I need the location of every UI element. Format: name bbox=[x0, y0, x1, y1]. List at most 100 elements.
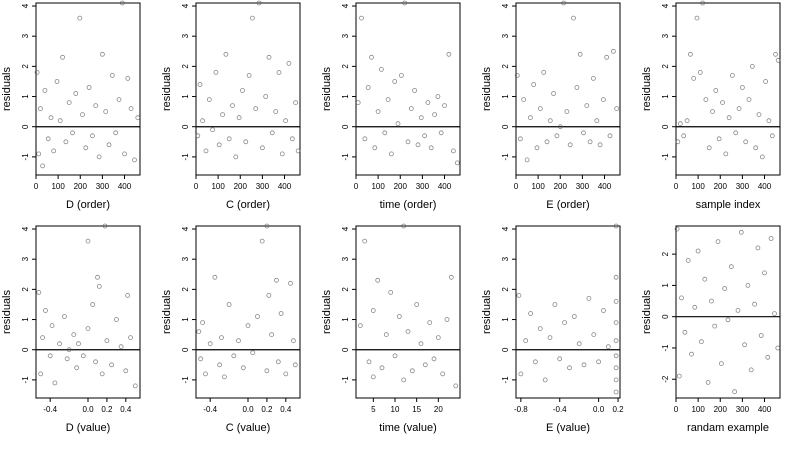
scatter-panel-6: -0.4 0.0 0.2 0.4 -1 0 1 2 3 4 D (value) residuals bbox=[1, 223, 141, 434]
data-point bbox=[40, 335, 45, 341]
data-point bbox=[47, 353, 53, 359]
y-tick-label: 0 bbox=[181, 347, 190, 352]
y-tick-label: 3 bbox=[21, 256, 30, 261]
data-point bbox=[720, 100, 725, 105]
data-point bbox=[562, 320, 567, 326]
data-point bbox=[700, 0, 705, 6]
data-point bbox=[514, 73, 520, 78]
data-point bbox=[561, 0, 566, 6]
plot-frame bbox=[515, 2, 621, 176]
data-point bbox=[369, 54, 374, 60]
data-point bbox=[71, 332, 77, 338]
data-point bbox=[759, 154, 765, 160]
data-point bbox=[557, 356, 563, 362]
data-point bbox=[378, 67, 384, 72]
x-tick-label: 400 bbox=[118, 182, 132, 191]
y-tick-label: 2 bbox=[21, 287, 30, 292]
y-tick-label: 0 bbox=[181, 124, 190, 129]
data-point bbox=[537, 326, 543, 332]
data-point bbox=[114, 317, 119, 322]
data-point bbox=[418, 341, 424, 347]
data-point bbox=[613, 338, 619, 344]
data-point bbox=[90, 133, 95, 139]
data-point bbox=[128, 335, 133, 341]
data-point bbox=[128, 106, 134, 111]
data-point bbox=[203, 371, 208, 377]
data-point bbox=[118, 344, 124, 350]
y-tick-label: 1 bbox=[501, 94, 510, 99]
data-point bbox=[587, 139, 593, 145]
plot-frame bbox=[675, 2, 781, 176]
x-tick-label: 400 bbox=[438, 182, 452, 191]
data-point bbox=[564, 109, 570, 114]
data-point bbox=[113, 130, 119, 136]
data-point bbox=[221, 374, 227, 380]
x-tick-label: 300 bbox=[256, 182, 270, 191]
data-point bbox=[123, 368, 129, 374]
y-tick-label: 1 bbox=[661, 94, 670, 99]
data-point bbox=[725, 317, 731, 323]
data-point bbox=[614, 106, 620, 111]
data-point bbox=[125, 76, 131, 81]
data-point bbox=[388, 289, 394, 295]
data-point bbox=[749, 64, 755, 69]
y-tick-label: 4 bbox=[21, 3, 30, 8]
x-axis-label: time (order) bbox=[380, 199, 437, 211]
y-tick-label: -1 bbox=[341, 153, 350, 161]
scatter-panel-8: 5 10 15 20 -1 0 1 2 3 4 time (value) residuals bbox=[321, 223, 461, 434]
x-tick-label: -0.4 bbox=[43, 405, 57, 414]
x-axis-label: randam example bbox=[687, 422, 769, 434]
scatter-panel-9: -0.8 -0.4 0.0 0.2 -1 0 1 2 3 4 E (value) residuals bbox=[481, 223, 624, 434]
data-point bbox=[57, 118, 63, 124]
y-tick-label: 1 bbox=[661, 283, 670, 288]
data-point bbox=[195, 133, 201, 139]
y-tick-label: 2 bbox=[661, 251, 670, 256]
data-point bbox=[401, 223, 407, 229]
data-point bbox=[90, 302, 96, 307]
data-point bbox=[253, 106, 259, 111]
data-point bbox=[763, 79, 768, 84]
data-point bbox=[597, 142, 603, 148]
data-point bbox=[453, 383, 459, 389]
data-point bbox=[554, 133, 560, 139]
data-point bbox=[762, 270, 767, 276]
x-axis-label: D (order) bbox=[66, 199, 110, 211]
data-point bbox=[240, 365, 246, 371]
data-point bbox=[613, 223, 619, 229]
data-point bbox=[283, 371, 289, 377]
data-point bbox=[684, 118, 690, 124]
data-point bbox=[679, 295, 684, 301]
x-tick-label: 0.0 bbox=[82, 405, 94, 414]
data-point bbox=[722, 286, 728, 291]
data-point bbox=[66, 347, 72, 353]
x-tick-label: 300 bbox=[96, 182, 110, 191]
x-tick-label: 5 bbox=[371, 405, 376, 414]
data-point bbox=[567, 142, 573, 148]
data-point bbox=[263, 94, 269, 99]
data-point bbox=[245, 323, 251, 329]
data-point bbox=[518, 136, 523, 142]
data-point bbox=[73, 91, 79, 96]
y-tick-label: 4 bbox=[341, 3, 350, 8]
data-point bbox=[370, 308, 376, 313]
data-point bbox=[571, 314, 577, 319]
data-point bbox=[233, 154, 239, 160]
y-axis-label: residuals bbox=[641, 66, 653, 111]
data-point bbox=[742, 342, 747, 348]
data-point bbox=[523, 338, 529, 344]
x-tick-label: 0 bbox=[674, 405, 679, 414]
data-point bbox=[226, 302, 232, 307]
x-tick-label: 15 bbox=[412, 405, 421, 414]
plot-frame bbox=[195, 2, 301, 176]
data-point bbox=[236, 115, 242, 121]
data-point bbox=[534, 145, 540, 151]
y-tick-label: 2 bbox=[501, 64, 510, 69]
x-tick-label: 0 bbox=[34, 182, 39, 191]
data-point bbox=[216, 142, 222, 148]
data-point bbox=[713, 88, 719, 93]
data-point bbox=[45, 136, 51, 142]
data-point bbox=[269, 332, 275, 338]
y-tick-label: 4 bbox=[501, 226, 510, 231]
data-point bbox=[370, 374, 376, 380]
